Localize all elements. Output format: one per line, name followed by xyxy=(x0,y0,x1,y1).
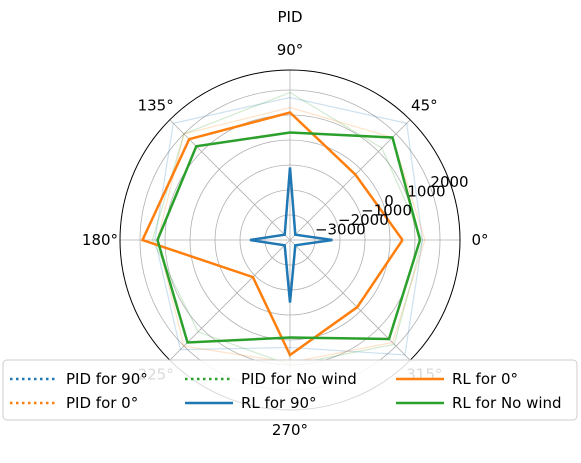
legend-label: PID for 0° xyxy=(66,394,138,412)
chart-title: PID xyxy=(277,8,302,26)
angle-tick-label: 270° xyxy=(272,421,308,439)
radial-tick-label: −2000 xyxy=(338,211,389,229)
series-line-2 xyxy=(151,91,424,366)
angle-tick-label: 90° xyxy=(277,41,304,59)
angle-tick-label: 45° xyxy=(411,97,438,115)
polar-grid xyxy=(119,69,461,411)
legend-label: PID for No wind xyxy=(241,370,357,388)
radial-tick-label: −1000 xyxy=(361,202,412,220)
radial-tick-label: 1000 xyxy=(407,182,445,200)
series-line-3 xyxy=(249,167,333,303)
angle-tick-label: 180° xyxy=(82,231,118,249)
series-line-5 xyxy=(156,131,422,344)
legend-label: RL for 0° xyxy=(452,370,518,388)
angle-tick-label: 0° xyxy=(471,231,488,249)
series-layer xyxy=(140,91,426,366)
legend-box xyxy=(2,359,578,421)
radial-tick-label: 0 xyxy=(384,192,394,210)
series-line-0 xyxy=(154,96,424,356)
angular-gridline xyxy=(169,239,291,361)
legend: PID for 90° PID for 0° PID for No wind RL f… xyxy=(2,359,578,421)
series-line-4 xyxy=(140,111,404,357)
angular-gridline xyxy=(169,119,291,241)
legend-label: PID for 90° xyxy=(66,370,148,388)
radial-tick-label: −3000 xyxy=(315,221,366,239)
legend-label: RL for No wind xyxy=(452,394,562,412)
axis-labels: 0°45°90°135°180°225°270°315°−3000−2000−1… xyxy=(82,41,489,439)
angle-tick-label: 135° xyxy=(138,97,174,115)
radial-tick-label: 2000 xyxy=(430,173,468,191)
legend-label: RL for 90° xyxy=(241,394,317,412)
angular-gridline xyxy=(289,239,411,361)
angular-gridline xyxy=(289,119,411,241)
